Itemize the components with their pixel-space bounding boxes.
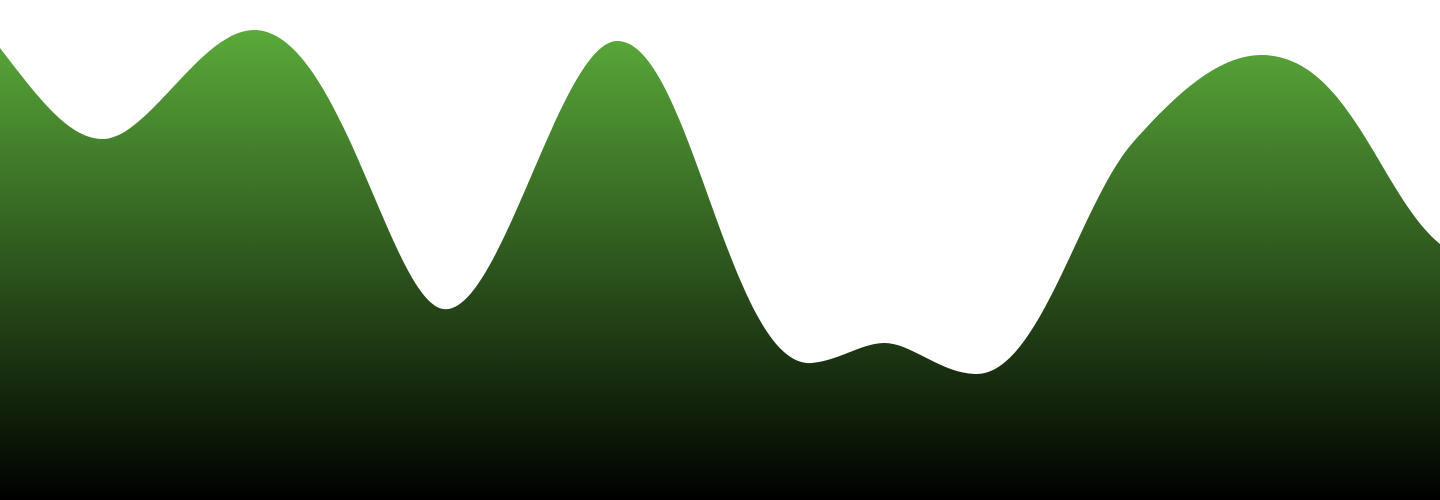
wave-fill	[0, 29, 1440, 500]
